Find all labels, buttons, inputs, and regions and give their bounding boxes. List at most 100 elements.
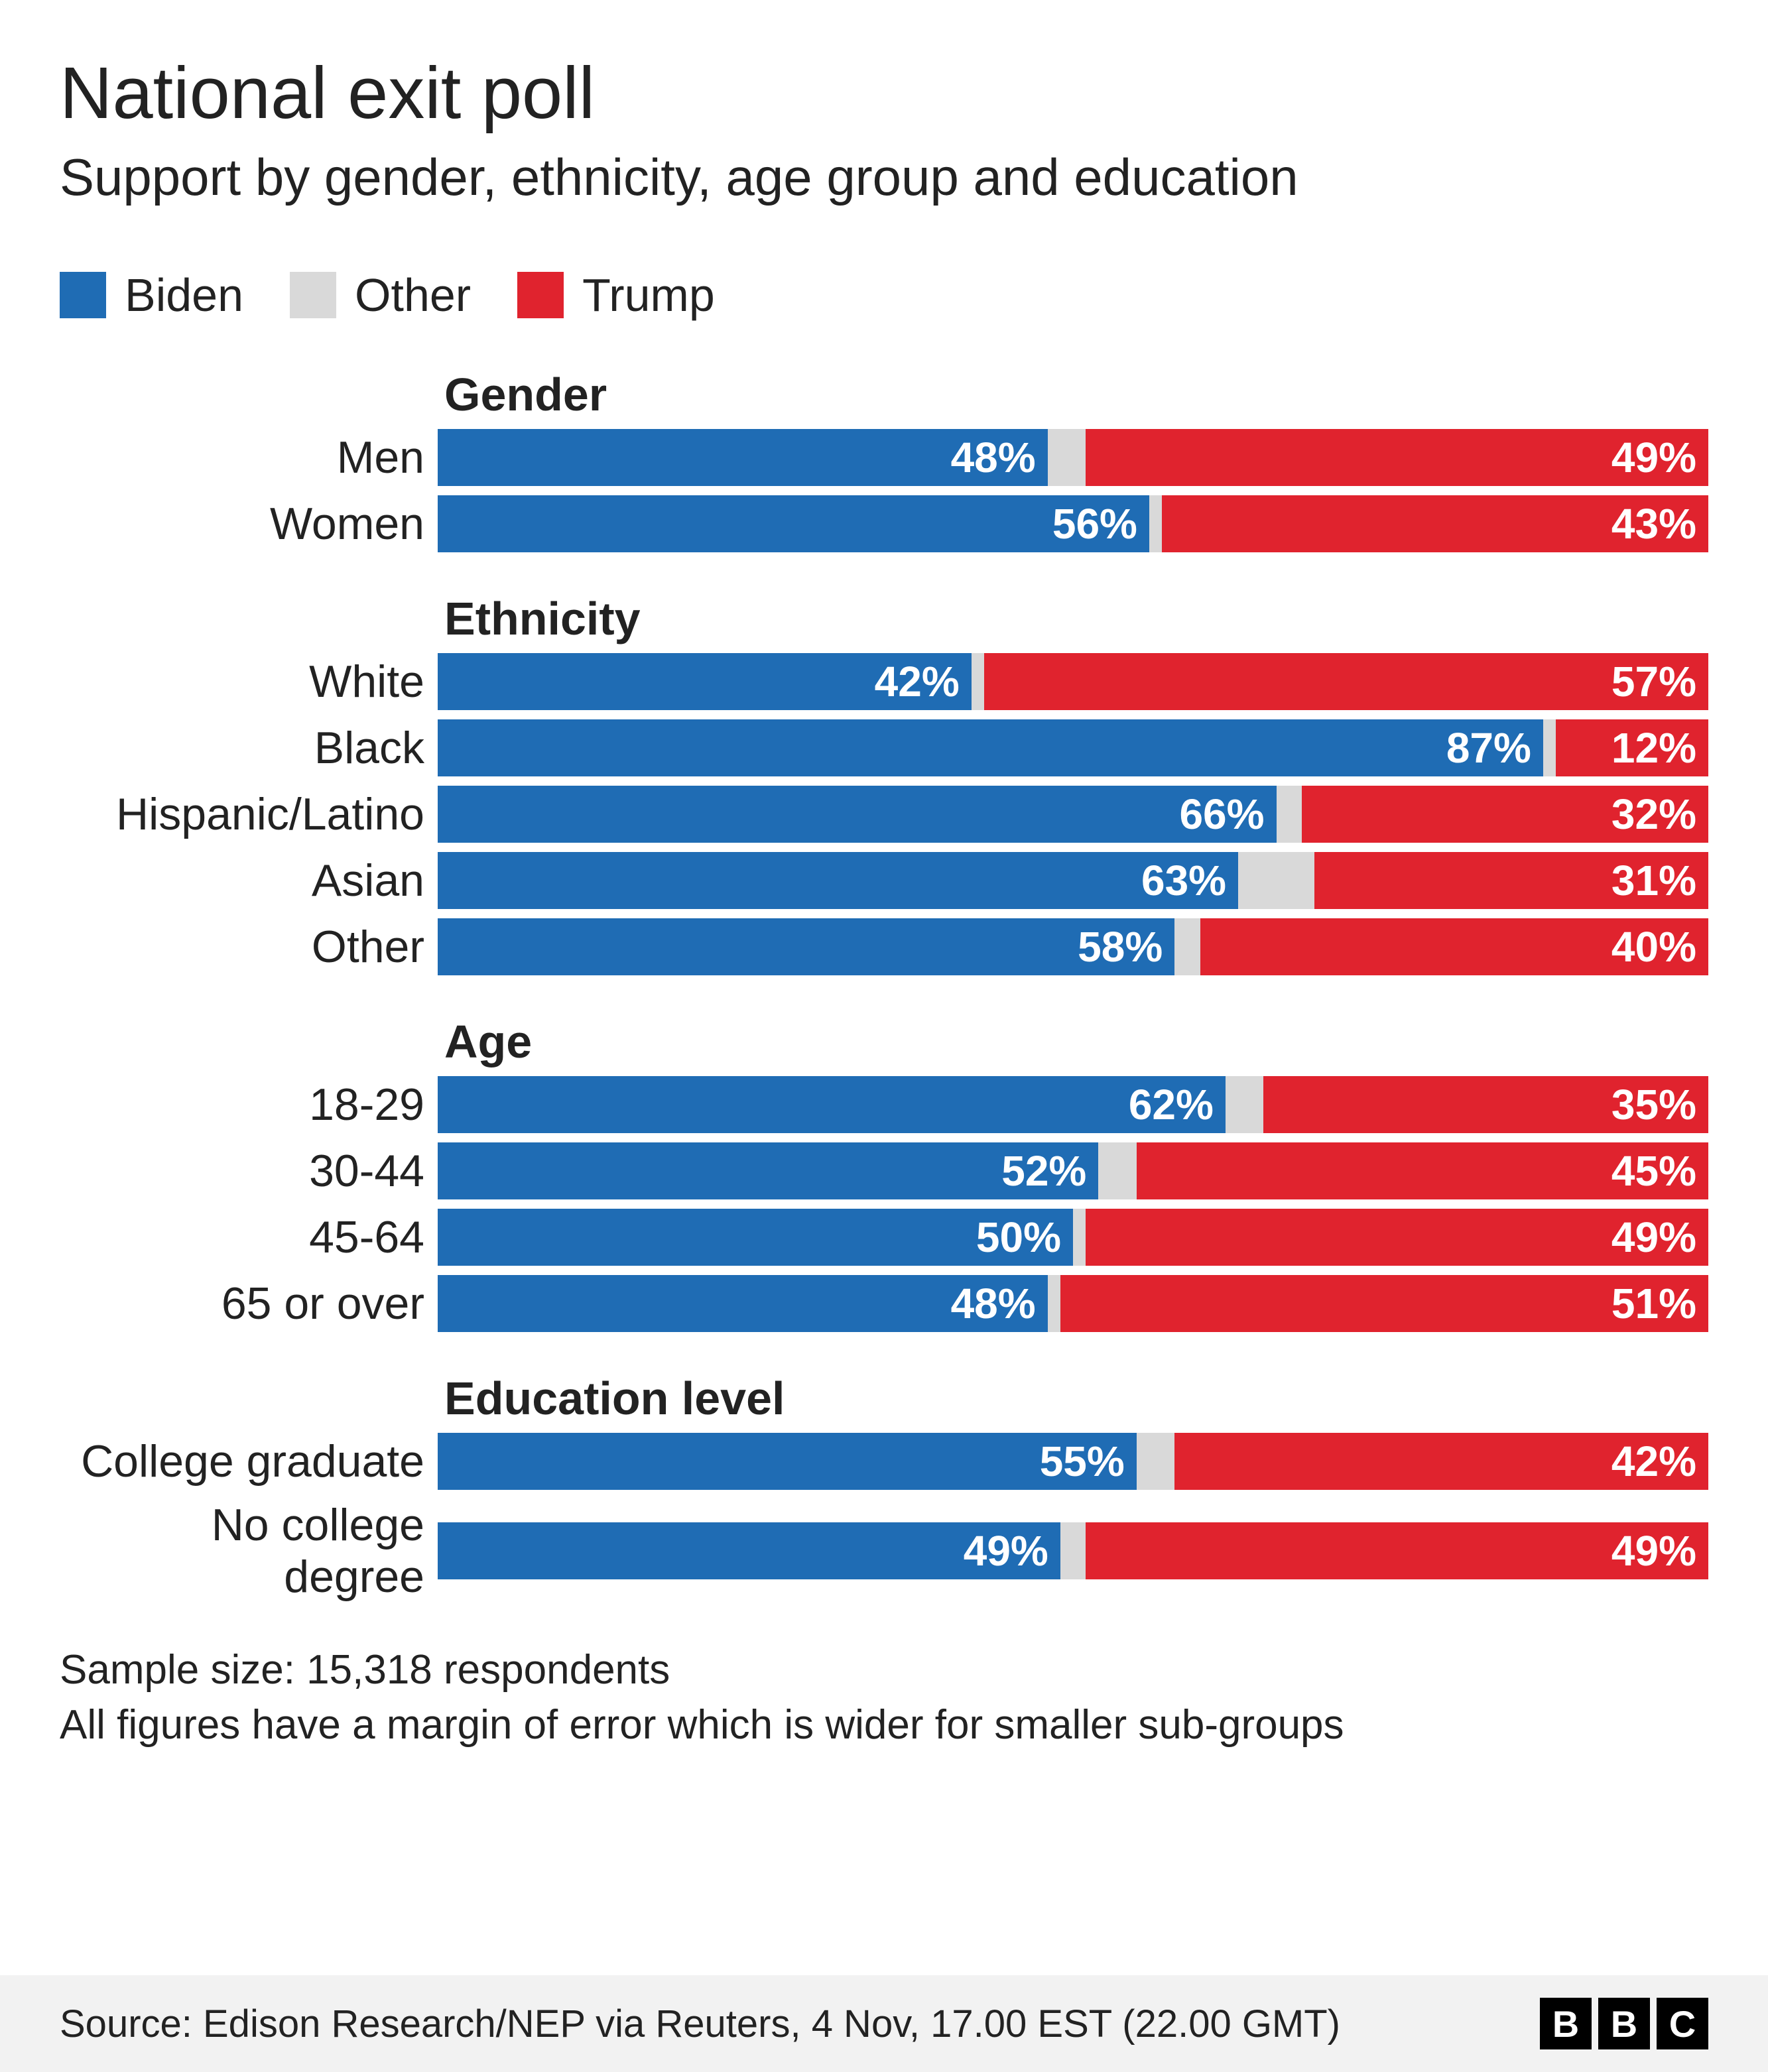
bar-segment-other [1048, 1275, 1060, 1332]
bar-segment-trump: 45% [1137, 1142, 1708, 1199]
bar-segment-trump: 43% [1162, 495, 1708, 552]
bar-segment-other [1073, 1209, 1086, 1266]
pct-label-biden: 87% [1434, 723, 1543, 772]
pct-label-biden: 58% [1066, 922, 1174, 971]
bar-segment-trump: 35% [1263, 1076, 1708, 1133]
row-label: No college degree [60, 1499, 438, 1603]
bar-track: 66% 32% [438, 786, 1708, 843]
chart-row: White 42% 57% [60, 653, 1708, 710]
bar-segment-other [972, 653, 984, 710]
bar-segment-trump: 49% [1086, 429, 1708, 486]
bar-segment-biden: 48% [438, 1275, 1048, 1332]
bar-segment-biden: 66% [438, 786, 1277, 843]
row-label: Other [60, 921, 438, 973]
bbc-logo-block: C [1657, 1998, 1708, 2049]
chart-row: Other 58% 40% [60, 918, 1708, 975]
bar-segment-biden: 55% [438, 1433, 1137, 1490]
chart-body: GenderMen48%49%Women56%43%EthnicityWhite… [60, 368, 1708, 1603]
bar-segment-biden: 49% [438, 1522, 1060, 1579]
bar-segment-biden: 52% [438, 1142, 1098, 1199]
chart-group: Education levelCollege graduate55%42%No … [60, 1372, 1708, 1603]
source-text: Source: Edison Research/NEP via Reuters,… [60, 2002, 1340, 2046]
bar-segment-other [1543, 719, 1556, 776]
bar-track: 50% 49% [438, 1209, 1708, 1266]
bar-segment-other [1098, 1142, 1136, 1199]
pct-label-biden: 55% [1028, 1437, 1137, 1486]
bar-segment-biden: 48% [438, 429, 1048, 486]
chart-row: Black87%12% [60, 719, 1708, 776]
bar-segment-trump: 57% [984, 653, 1708, 710]
pct-label-biden: 56% [1041, 499, 1149, 548]
bar-track: 49% 49% [438, 1522, 1708, 1579]
bar-segment-biden: 63% [438, 852, 1238, 909]
pct-label-biden: 42% [863, 657, 972, 706]
legend-swatch [60, 272, 106, 318]
legend-item: Biden [60, 269, 243, 322]
bbc-logo-block: B [1540, 1998, 1592, 2049]
bar-segment-other [1174, 918, 1200, 975]
pct-label-biden: 66% [1167, 790, 1276, 839]
pct-label-biden: 48% [939, 433, 1048, 482]
chart-row: 45-6450% 49% [60, 1209, 1708, 1266]
bar-segment-other [1048, 429, 1086, 486]
legend-label: Other [355, 269, 471, 322]
pct-label-trump: 49% [1600, 1526, 1708, 1575]
footnotes: Sample size: 15,318 respondentsAll figur… [60, 1642, 1708, 1753]
bar-track: 55%42% [438, 1433, 1708, 1490]
row-label: White [60, 656, 438, 707]
legend-item: Other [290, 269, 471, 322]
bar-segment-other [1060, 1522, 1086, 1579]
pct-label-trump: 57% [1600, 657, 1708, 706]
bar-segment-biden: 87% [438, 719, 1543, 776]
pct-label-trump: 43% [1600, 499, 1708, 548]
pct-label-trump: 32% [1600, 790, 1708, 839]
pct-label-trump: 49% [1600, 433, 1708, 482]
chart-title: National exit poll [60, 53, 1708, 133]
bbc-logo-block: B [1598, 1998, 1650, 2049]
pct-label-biden: 63% [1129, 856, 1238, 905]
bar-segment-trump: 49% [1086, 1522, 1708, 1579]
pct-label-biden: 49% [952, 1526, 1060, 1575]
bar-segment-biden: 56% [438, 495, 1149, 552]
bar-segment-biden: 50% [438, 1209, 1073, 1266]
legend-swatch [517, 272, 564, 318]
row-label: 45-64 [60, 1211, 438, 1263]
legend-label: Trump [582, 269, 715, 322]
row-label: Asian [60, 855, 438, 906]
bar-track: 87%12% [438, 719, 1708, 776]
legend-swatch [290, 272, 336, 318]
pct-label-trump: 49% [1600, 1213, 1708, 1262]
source-bar: Source: Edison Research/NEP via Reuters,… [0, 1975, 1768, 2072]
group-heading: Ethnicity [444, 592, 1708, 645]
chart-subtitle: Support by gender, ethnicity, age group … [60, 147, 1708, 209]
bar-segment-trump: 49% [1086, 1209, 1708, 1266]
chart-row: Hispanic/Latino 66% 32% [60, 786, 1708, 843]
bar-track: 58% 40% [438, 918, 1708, 975]
row-label: 30-44 [60, 1145, 438, 1197]
row-label: Black [60, 722, 438, 774]
row-label: Men [60, 432, 438, 483]
row-label: Women [60, 498, 438, 550]
chart-row: 30-44 52% 45% [60, 1142, 1708, 1199]
bar-segment-other [1226, 1076, 1263, 1133]
bar-segment-trump: 32% [1302, 786, 1708, 843]
pct-label-biden: 62% [1117, 1080, 1226, 1129]
bar-segment-biden: 42% [438, 653, 972, 710]
bar-segment-trump: 40% [1200, 918, 1708, 975]
chart-row: 18-2962%35% [60, 1076, 1708, 1133]
bar-segment-biden: 62% [438, 1076, 1226, 1133]
group-heading: Education level [444, 1372, 1708, 1425]
pct-label-biden: 52% [989, 1146, 1098, 1195]
bar-segment-other [1149, 495, 1162, 552]
bar-segment-biden: 58% [438, 918, 1174, 975]
chart-row: College graduate55%42% [60, 1433, 1708, 1490]
chart-row: Men 48% 49% [60, 429, 1708, 486]
chart-row: 65 or over48%51% [60, 1275, 1708, 1332]
footnote-line: Sample size: 15,318 respondents [60, 1642, 1708, 1698]
chart-row: Asian63%31% [60, 852, 1708, 909]
row-label: College graduate [60, 1435, 438, 1487]
bar-segment-other [1277, 786, 1302, 843]
bar-track: 48% 49% [438, 429, 1708, 486]
group-heading: Age [444, 1015, 1708, 1068]
row-label: Hispanic/Latino [60, 788, 438, 840]
